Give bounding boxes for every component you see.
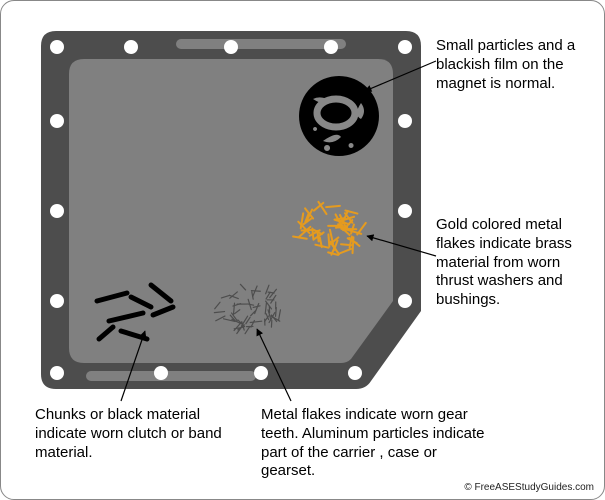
label-gold-flakes: Gold colored metal flakes indicate brass… xyxy=(436,216,596,310)
label-black-chunks: Chunks or black material indicate worn c… xyxy=(35,406,245,462)
diagram-frame: Small particles and a blackish film on t… xyxy=(0,0,605,500)
label-magnet: Small particles and a blackish film on t… xyxy=(436,37,591,93)
credit-text: © FreeASEStudyGuides.com xyxy=(464,482,594,493)
label-metal-flakes: Metal flakes indicate worn gear teeth. A… xyxy=(261,406,491,481)
